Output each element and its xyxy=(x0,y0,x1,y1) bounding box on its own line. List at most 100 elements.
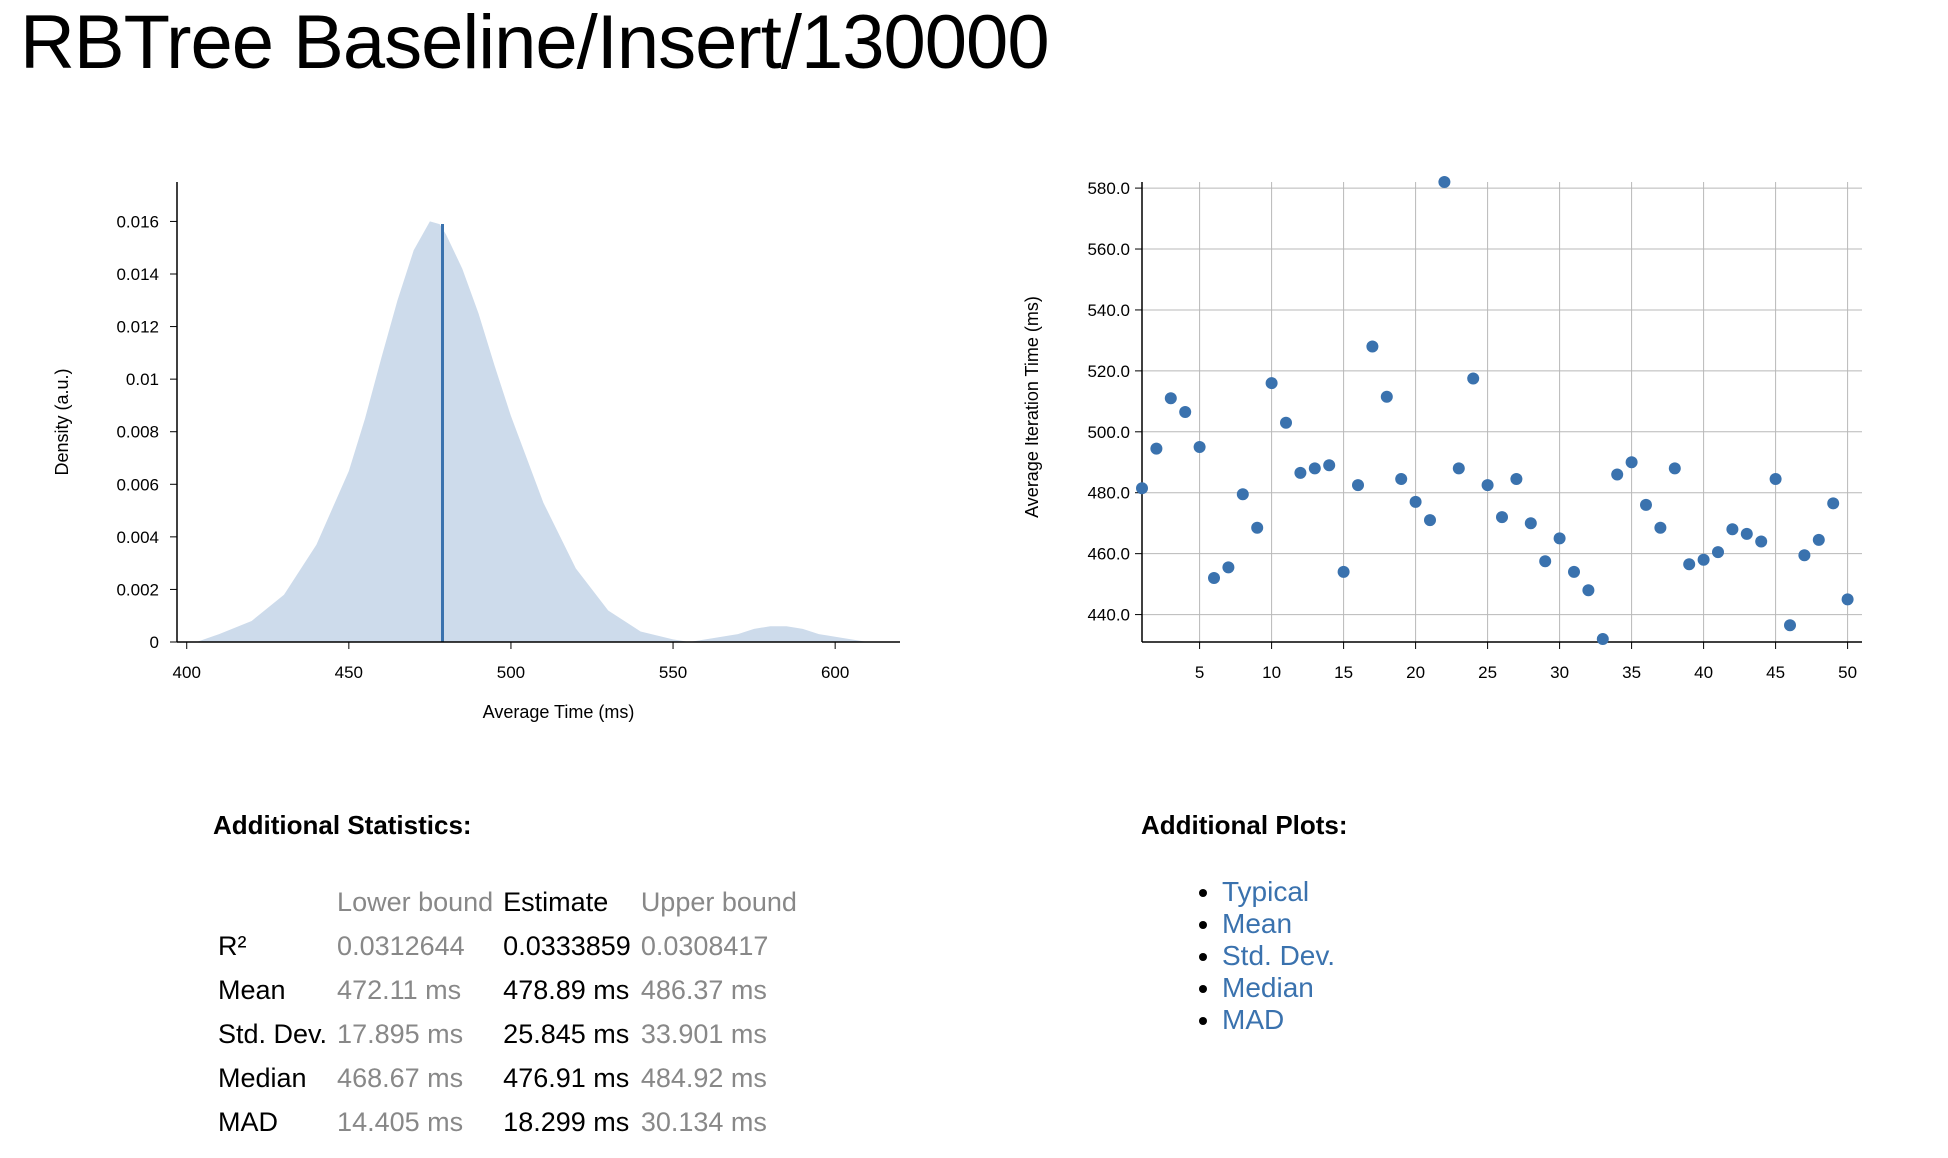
data-point xyxy=(1683,558,1696,571)
y-tick-label: 0.01 xyxy=(126,370,159,389)
data-point xyxy=(1539,555,1552,568)
list-item: Typical xyxy=(1222,876,1335,908)
data-point xyxy=(1236,488,1249,501)
data-point xyxy=(1164,392,1177,405)
table-row: Median 468.67 ms 476.91 ms 484.92 ms xyxy=(214,1056,803,1100)
data-point xyxy=(1769,473,1782,485)
y-tick-label: 0.014 xyxy=(116,265,159,284)
plot-link-mad[interactable]: MAD xyxy=(1222,1004,1285,1035)
estimate-value: 476.91 ms xyxy=(503,1062,630,1093)
additional-statistics-title: Additional Statistics: xyxy=(213,810,472,840)
plot-link-typical[interactable]: Typical xyxy=(1222,876,1310,907)
data-point xyxy=(1395,473,1408,485)
y-tick-label: 460.0 xyxy=(1087,545,1130,564)
x-tick-label: 5 xyxy=(1195,663,1204,682)
lower-value: 17.895 ms xyxy=(337,1018,464,1049)
pdf-area xyxy=(196,221,868,642)
data-point xyxy=(1352,479,1364,492)
y-tick-label: 0.012 xyxy=(116,318,159,337)
additional-plots-list: Typical Mean Std. Dev. Median MAD xyxy=(1190,876,1335,1036)
data-point xyxy=(1294,466,1307,479)
row-label: Median xyxy=(218,1062,307,1093)
data-point xyxy=(1179,406,1192,418)
data-point xyxy=(1596,633,1609,645)
data-point xyxy=(1625,456,1638,469)
data-point xyxy=(1668,462,1681,475)
header-empty xyxy=(214,880,333,924)
y-tick-label: 0.008 xyxy=(116,423,159,442)
data-point xyxy=(1265,377,1278,390)
pdf-chart: 400 450 500 550 600 0 0.002 0.004 0.006 0.008 0.01… xyxy=(52,182,900,722)
estimate-value: 18.299 ms xyxy=(503,1106,630,1137)
y-tick-label: 500.0 xyxy=(1087,423,1130,442)
data-point xyxy=(1524,517,1537,530)
data-point xyxy=(1308,462,1321,475)
header-lower-bound: Lower bound xyxy=(337,886,494,917)
y-tick-label: 560.0 xyxy=(1087,240,1130,259)
row-label: Mean xyxy=(218,974,286,1005)
data-point xyxy=(1193,441,1206,453)
upper-value: 484.92 ms xyxy=(640,1062,767,1093)
data-point xyxy=(1136,482,1148,495)
x-tick-label: 25 xyxy=(1478,663,1497,682)
x-tick-label: 400 xyxy=(173,663,201,682)
header-estimate: Estimate xyxy=(503,886,609,917)
list-item: Median xyxy=(1222,972,1335,1004)
x-tick-label: 600 xyxy=(821,663,849,682)
data-point xyxy=(1208,572,1220,584)
data-point xyxy=(1640,498,1652,511)
x-axis-label: Average Time (ms) xyxy=(483,702,635,722)
y-tick-label: 0.004 xyxy=(116,528,159,547)
x-tick-label: 40 xyxy=(1694,663,1713,682)
data-point xyxy=(1467,372,1480,385)
x-tick-label: 500 xyxy=(497,663,525,682)
y-tick-label: 440.0 xyxy=(1087,606,1130,625)
data-point xyxy=(1222,561,1235,574)
plot-link-median[interactable]: Median xyxy=(1222,972,1314,1003)
data-point xyxy=(1380,390,1393,403)
y-tick-label: 0.006 xyxy=(116,475,159,494)
data-point xyxy=(1452,462,1465,475)
data-point xyxy=(1280,416,1292,429)
x-tick-label: 20 xyxy=(1406,663,1425,682)
data-point xyxy=(1568,565,1580,578)
table-row: Mean 472.11 ms 478.89 ms 486.37 ms xyxy=(214,968,803,1012)
data-point xyxy=(1611,468,1624,481)
plot-link-mean[interactable]: Mean xyxy=(1222,908,1293,939)
upper-value: 33.901 ms xyxy=(640,1018,767,1049)
data-point xyxy=(1654,521,1667,534)
additional-plots-title: Additional Plots: xyxy=(1141,810,1348,840)
iteration-times-chart: 5 10 15 20 25 30 35 40 45 50 440.0 460.0 480.0 500.0 5… xyxy=(1022,176,1862,682)
plot-link-std-dev[interactable]: Std. Dev. xyxy=(1222,940,1336,971)
list-item: MAD xyxy=(1222,1004,1335,1036)
data-point xyxy=(1755,535,1768,548)
data-point xyxy=(1553,532,1566,545)
data-point xyxy=(1323,459,1336,472)
x-tick-label: 10 xyxy=(1262,663,1281,682)
y-tick-label: 0.002 xyxy=(116,580,159,599)
y-tick-label: 0 xyxy=(150,633,159,652)
data-point xyxy=(1784,619,1796,632)
data-point xyxy=(1424,514,1436,527)
estimate-value: 0.0333859 xyxy=(503,930,631,961)
data-point xyxy=(1481,479,1494,492)
lower-value: 0.0312644 xyxy=(337,930,465,961)
data-point xyxy=(1697,553,1710,566)
data-point xyxy=(1726,523,1739,536)
x-tick-label: 550 xyxy=(659,663,687,682)
row-label: Std. Dev. xyxy=(218,1018,328,1049)
data-point xyxy=(1337,565,1350,578)
data-point xyxy=(1841,593,1854,606)
table-header-row: Lower bound Estimate Upper bound xyxy=(214,880,803,924)
data-point xyxy=(1510,473,1523,485)
data-point xyxy=(1812,533,1825,546)
y-tick-label: 480.0 xyxy=(1087,484,1130,503)
data-point xyxy=(1251,521,1264,534)
y-tick-label: 580.0 xyxy=(1087,179,1130,198)
data-point xyxy=(1438,176,1451,188)
lower-value: 472.11 ms xyxy=(337,974,462,1005)
x-tick-label: 35 xyxy=(1622,663,1641,682)
table-row: MAD 14.405 ms 18.299 ms 30.134 ms xyxy=(214,1100,803,1144)
x-tick-label: 50 xyxy=(1838,663,1857,682)
statistics-table: Lower bound Estimate Upper bound R² 0.03… xyxy=(214,880,803,1144)
